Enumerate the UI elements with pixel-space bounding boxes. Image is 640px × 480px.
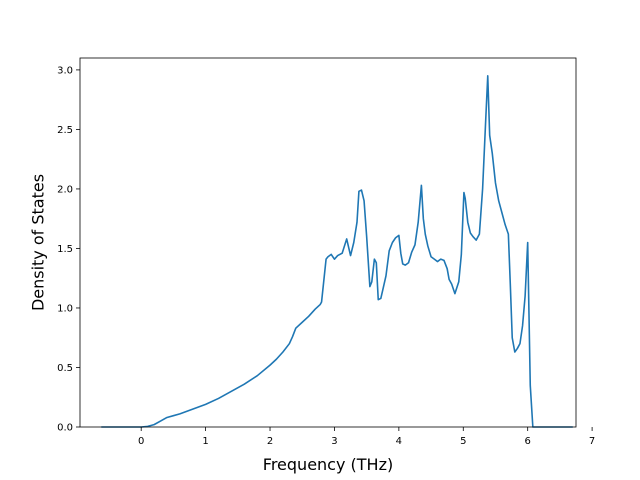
x-tick-label: 7 xyxy=(589,436,595,447)
y-tick-label: 2.0 xyxy=(57,184,73,195)
plot-area xyxy=(101,75,573,428)
y-tick-label: 0.0 xyxy=(57,423,73,434)
x-tick-label: 4 xyxy=(396,436,402,447)
y-tick-label: 1.0 xyxy=(57,303,73,314)
axes-frame xyxy=(79,57,577,428)
x-tick-label: 5 xyxy=(460,436,466,447)
x-tick-label: 0 xyxy=(138,436,144,447)
y-tick-label: 1.5 xyxy=(57,244,73,255)
y-axis-ticks: 0.0 0.5 1.0 1.5 2.0 2.5 3.0 xyxy=(57,65,80,434)
x-axis-label: Frequency (THz) xyxy=(263,455,393,474)
y-axis-label: Density of States xyxy=(29,174,48,311)
x-tick-label: 2 xyxy=(267,436,273,447)
x-tick-label: 1 xyxy=(202,436,208,447)
y-tick-label: 0.5 xyxy=(57,363,73,374)
x-tick-label: 3 xyxy=(331,436,337,447)
x-axis-ticks: 0 1 2 3 4 5 6 7 xyxy=(138,427,595,447)
y-tick-label: 2.5 xyxy=(57,125,73,136)
y-tick-label: 3.0 xyxy=(57,65,73,76)
x-tick-label: 6 xyxy=(525,436,531,447)
dos-series-line xyxy=(101,75,573,428)
